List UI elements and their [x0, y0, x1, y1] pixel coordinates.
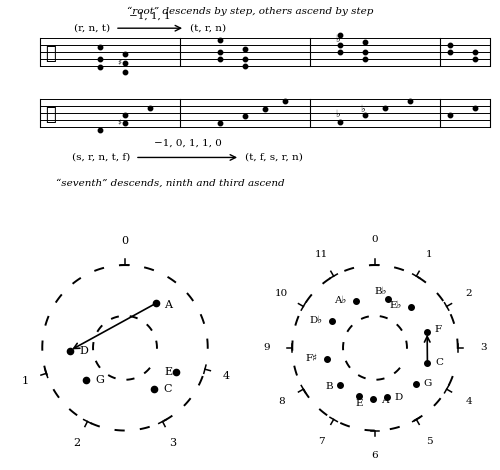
Text: D: D [395, 392, 403, 401]
Text: (t, f, s, r, n): (t, f, s, r, n) [245, 153, 303, 162]
Text: D: D [79, 346, 88, 356]
Text: C: C [164, 384, 172, 394]
Text: B♭: B♭ [374, 287, 387, 296]
Text: 3: 3 [480, 343, 486, 352]
Text: 3: 3 [169, 439, 176, 448]
Text: E: E [165, 367, 173, 376]
Text: A: A [164, 300, 172, 310]
Text: F♯: F♯ [306, 354, 318, 363]
Text: F: F [434, 326, 442, 335]
Text: 1: 1 [426, 250, 432, 259]
Text: 𝄞: 𝄞 [45, 45, 56, 63]
Text: 4: 4 [223, 370, 230, 381]
Text: D♭: D♭ [310, 316, 322, 325]
Text: ♭: ♭ [335, 109, 340, 119]
Text: E♭: E♭ [390, 301, 402, 310]
Text: 0: 0 [122, 235, 128, 246]
Text: ♭: ♭ [335, 34, 340, 44]
Text: 10: 10 [275, 289, 288, 298]
Text: 2: 2 [74, 439, 81, 448]
Text: 6: 6 [372, 451, 378, 461]
Text: ♯: ♯ [118, 118, 122, 127]
Text: (r, n, t): (r, n, t) [74, 24, 110, 33]
Text: (s, r, n, t, f): (s, r, n, t, f) [72, 153, 130, 162]
Text: A: A [380, 396, 388, 405]
Text: A♭: A♭ [334, 296, 346, 305]
Text: 8: 8 [278, 397, 284, 407]
Text: 𝄞: 𝄞 [45, 106, 56, 124]
Text: 11: 11 [314, 250, 328, 259]
Text: 5: 5 [426, 437, 432, 446]
Text: −1, 1, 1: −1, 1, 1 [129, 12, 171, 21]
Text: G: G [424, 379, 432, 388]
Text: 2: 2 [466, 289, 472, 298]
Text: “seventh” descends, ninth and third ascend: “seventh” descends, ninth and third asce… [56, 179, 284, 188]
Text: G: G [96, 376, 104, 385]
Text: 0: 0 [372, 235, 378, 244]
Text: 4: 4 [466, 397, 472, 407]
Text: ♯: ♯ [118, 58, 122, 68]
Text: ♭: ♭ [360, 103, 364, 114]
Text: C: C [435, 358, 443, 368]
Text: −1, 0, 1, 1, 0: −1, 0, 1, 1, 0 [154, 139, 222, 148]
Text: “root” descends by step, others ascend by step: “root” descends by step, others ascend b… [127, 7, 373, 16]
Text: 9: 9 [264, 343, 270, 352]
Text: (t, r, n): (t, r, n) [190, 24, 226, 33]
Text: E: E [356, 399, 363, 408]
Text: B: B [325, 382, 333, 392]
Text: 1: 1 [22, 376, 29, 386]
Text: 7: 7 [318, 437, 324, 446]
